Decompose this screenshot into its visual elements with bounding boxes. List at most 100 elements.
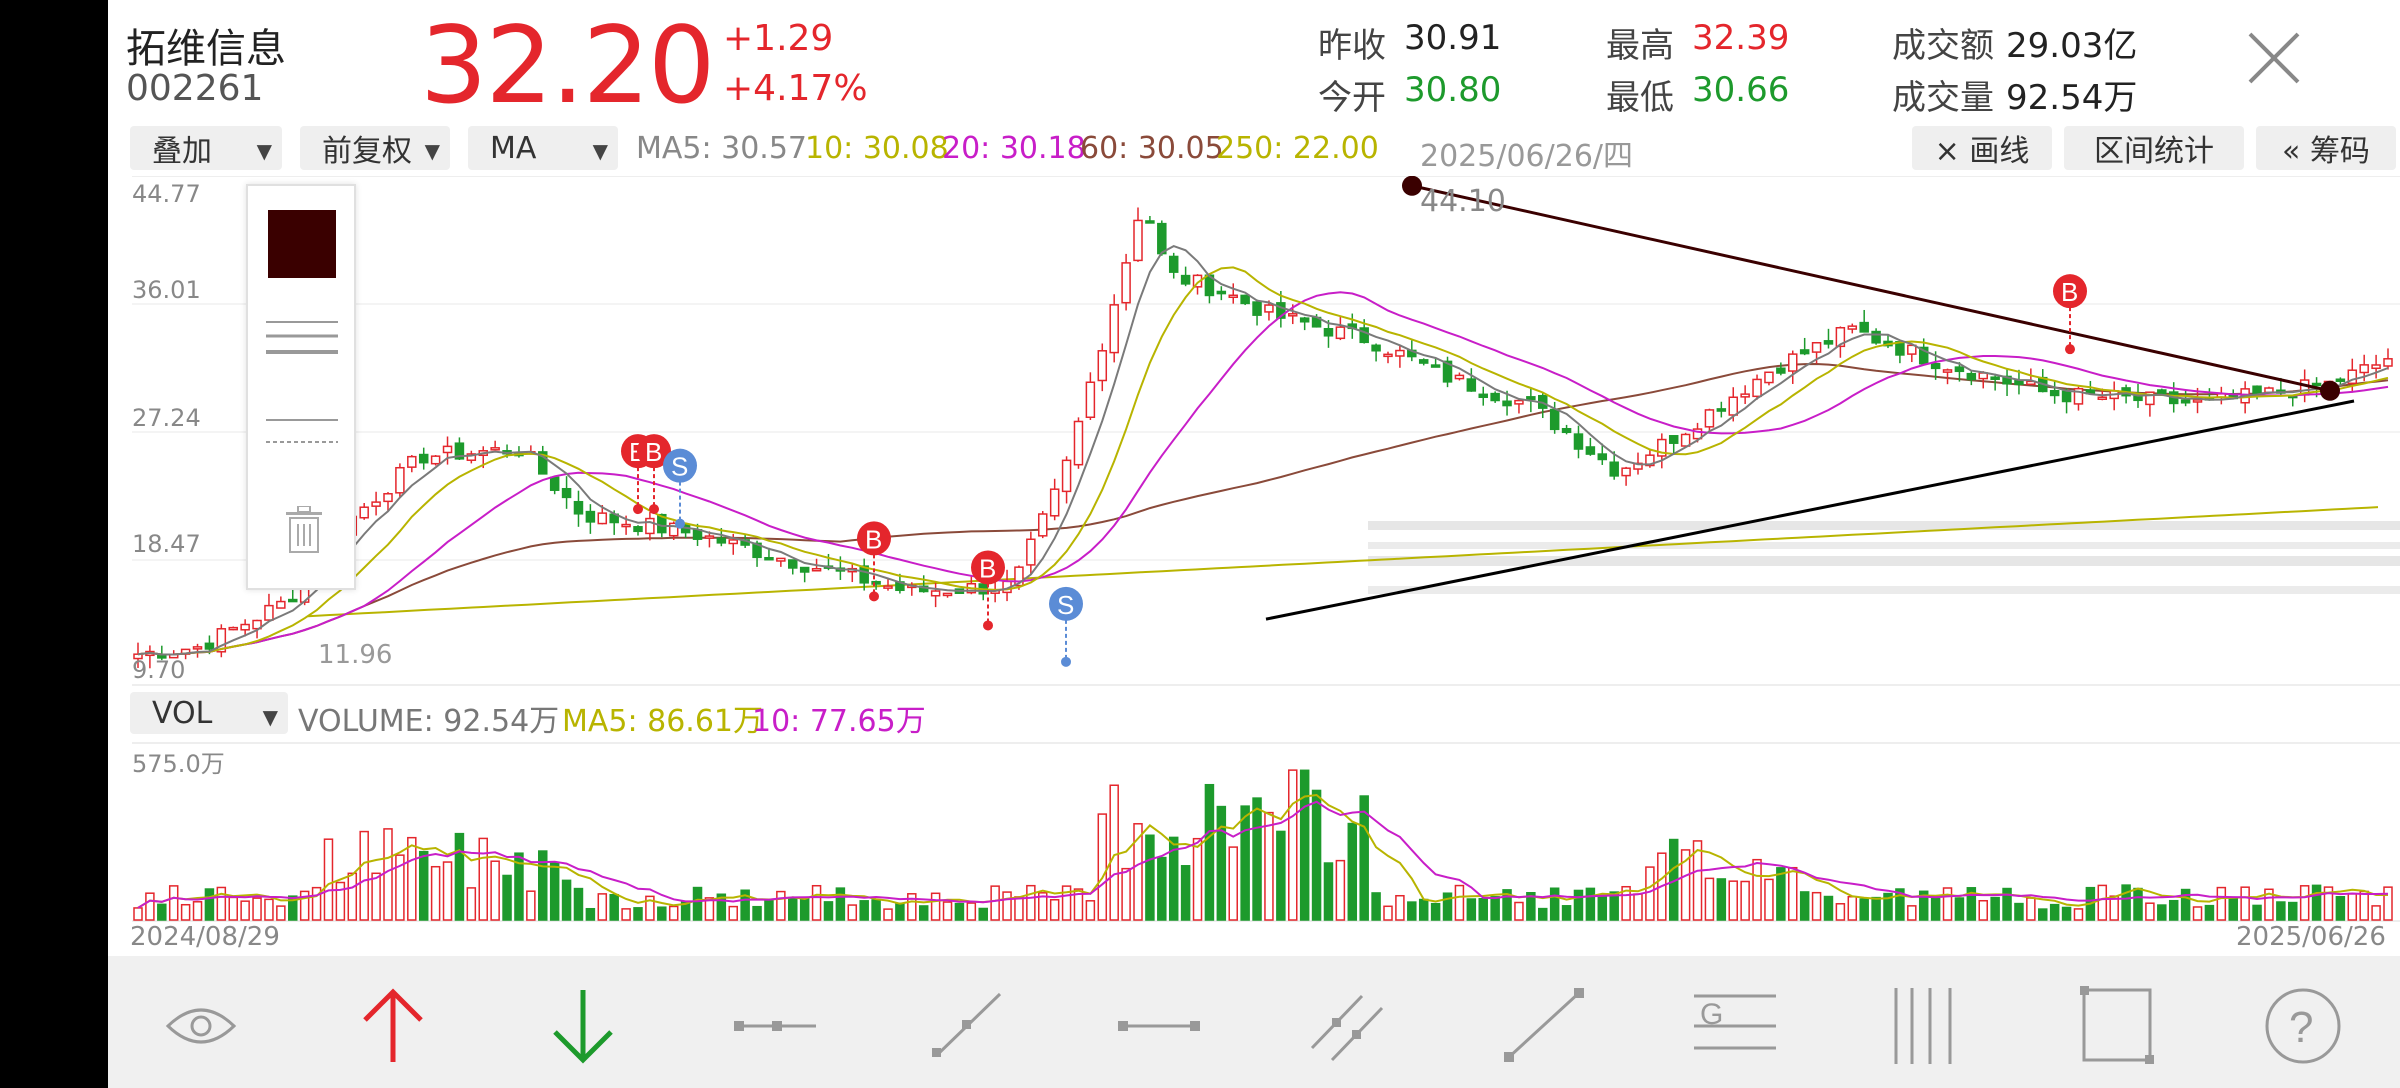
candle-body [288,598,298,603]
trendline-anchor [2320,380,2340,401]
volume-bar [359,830,369,921]
candle-body [466,453,477,461]
volume-bar [228,896,238,921]
horizontal-line-icon[interactable] [1114,986,1204,1066]
candle-body [1907,344,1917,355]
volume-bar [1990,896,2000,921]
candle-body [1764,371,1774,384]
volume-bar [1192,837,1203,921]
indicator-dropdown[interactable]: MA ▼ [468,126,618,170]
close-icon[interactable] [2246,30,2302,86]
rectangle-icon[interactable] [2072,986,2162,1066]
candle-body [1478,393,1488,399]
volume-bar [1752,858,1762,921]
amount-value: 29.03亿 [2006,26,2138,66]
chevron-down-icon: ▼ [256,139,272,163]
volume-bar [1430,902,1441,921]
volume-bar [2276,901,2286,921]
trendline-anchor [1402,176,1422,196]
volume-bar [573,887,584,921]
buy-signal-label: B [865,524,882,554]
volume-bar [1502,889,1512,921]
volume-chart[interactable] [108,742,2400,922]
volume-bar [2014,902,2024,921]
gann-icon[interactable]: G [1690,986,1780,1066]
volume-bar [2347,893,2358,921]
volume-indicator-dropdown[interactable]: VOL ▼ [130,692,288,734]
candle-body [1704,409,1715,428]
trend-line-icon[interactable] [1498,986,1588,1066]
candle-body [1859,321,1869,333]
line-style-icon[interactable] [266,416,338,446]
range-stats-button[interactable]: 区间统计 [2064,126,2244,170]
volume-bar [1764,878,1774,921]
signal-dot [869,591,879,602]
price-axis-2: 36.01 [132,276,201,304]
candle-body [1526,396,1536,401]
volume-bar [371,872,381,921]
volume-bar [692,886,703,921]
end-date: 2025/06/26 [2236,922,2386,952]
trash-icon[interactable] [284,506,324,554]
volume-bar [442,861,453,921]
segment-icon[interactable] [732,986,822,1066]
candle-body [454,442,465,460]
candle-body [859,565,869,584]
volume-bar [1811,891,1822,921]
buy-signal-marker [857,521,891,556]
chips-button[interactable]: « 筹码 [2256,126,2396,170]
candle-body [252,619,262,630]
ma5-line [137,245,2389,656]
candle-body [2061,390,2072,403]
volume-bar [276,905,286,921]
buy-signal-marker [2053,274,2087,309]
volume-bar [1597,894,1608,921]
volume-bar [145,892,155,921]
parallel-line-icon[interactable] [1302,986,1392,1066]
candle-body [1109,304,1119,354]
stock-name: 拓维信息 [126,26,286,72]
volume-bar [621,908,631,921]
volume-bar [2383,886,2393,921]
ray-icon[interactable] [920,986,1010,1066]
overlay-dropdown[interactable]: 叠加 ▼ [130,126,282,170]
volume-bar [2371,905,2381,921]
candle-body [371,501,381,507]
help-icon[interactable]: ? [2258,986,2348,1066]
volume-bar [1680,849,1691,921]
candle-body [585,510,596,523]
draw-line-button[interactable]: × 画线 [1912,126,2052,170]
volume-bar [966,902,977,921]
candle-body [1573,433,1584,450]
volume-bar [1692,840,1703,921]
cursor-date: 2025/06/26/四 [1420,139,1634,174]
price-axis-4: 18.47 [132,530,201,558]
price-chart[interactable]: BBSBBSB [108,176,2400,686]
volume-bar [1121,867,1131,921]
volume-bar [1883,892,1893,921]
volume-bar [323,838,334,921]
volume-bar [1395,894,1405,921]
candle-body [561,487,572,499]
candle-body [633,526,643,533]
vertical-lines-icon[interactable] [1878,986,1968,1066]
up-arrow-icon[interactable] [348,986,438,1066]
line-width-icon[interactable] [266,320,338,360]
candle-body [1609,461,1619,477]
price-axis-bottom: 9.70 [132,656,186,684]
candle-body [1966,372,1977,381]
down-arrow-icon[interactable] [538,986,628,1066]
sell-signal-label: S [1057,590,1074,620]
ma60-line [137,362,2389,656]
volume-bar [2252,904,2262,921]
candle-body [1121,262,1131,304]
adjust-dropdown[interactable]: 前复权 ▼ [300,126,450,170]
volume-bar [252,897,262,921]
buy-signal-label: B [2061,277,2078,307]
volume-bar [502,874,512,921]
eye-icon[interactable] [156,986,246,1066]
color-swatch[interactable] [268,210,336,278]
buy-signal-marker [971,550,1005,585]
drawing-toolbar: G ? [108,956,2400,1088]
volume-bar [2288,901,2298,921]
